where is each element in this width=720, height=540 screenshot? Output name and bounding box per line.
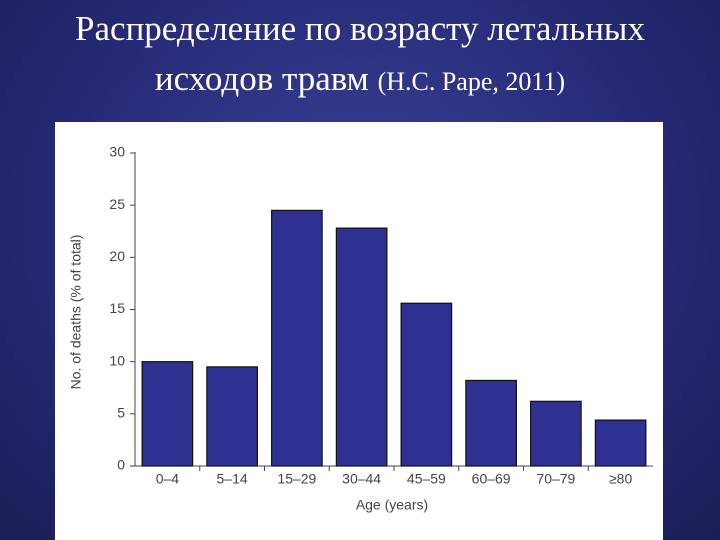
bar xyxy=(594,419,647,467)
bar xyxy=(206,366,258,467)
y-tick-label: 30 xyxy=(109,144,125,160)
chart: No. of deaths (% of total) Age (years) 0… xyxy=(68,144,653,513)
bar xyxy=(335,227,388,467)
y-tick-label: 0 xyxy=(117,457,125,473)
bar xyxy=(465,379,517,467)
subtitle: (H.C. Pape, 2011) xyxy=(377,67,566,96)
bar xyxy=(271,209,323,467)
x-tick-label: 60–69 xyxy=(472,471,511,487)
x-tick-label: 0–4 xyxy=(156,471,180,487)
bar xyxy=(530,400,582,467)
y-tick-label: 15 xyxy=(109,300,125,316)
x-tick-label: 15–29 xyxy=(277,471,316,487)
title: Распределение по возрасту летальных исхо… xyxy=(75,9,645,98)
x-tick-label: 45–59 xyxy=(407,471,446,487)
y-tick-label: 10 xyxy=(109,352,125,368)
y-tick-label: 20 xyxy=(109,248,125,264)
x-tick-label: ≥80 xyxy=(609,471,632,487)
bar xyxy=(141,361,194,467)
bar xyxy=(400,302,453,467)
chart-panel: No. of deaths (% of total) Age (years) 0… xyxy=(55,122,663,540)
y-axis-label: No. of deaths (% of total) xyxy=(68,235,84,390)
x-tick-label: 30–44 xyxy=(342,471,381,487)
x-tick-label: 5–14 xyxy=(217,471,248,487)
y-tick-label: 5 xyxy=(117,405,125,421)
slide-title: Распределение по возрасту летальных исхо… xyxy=(20,4,700,107)
y-tick-label: 25 xyxy=(109,196,125,212)
x-tick-label: 70–79 xyxy=(536,471,575,487)
x-axis-label: Age (years) xyxy=(356,497,428,513)
